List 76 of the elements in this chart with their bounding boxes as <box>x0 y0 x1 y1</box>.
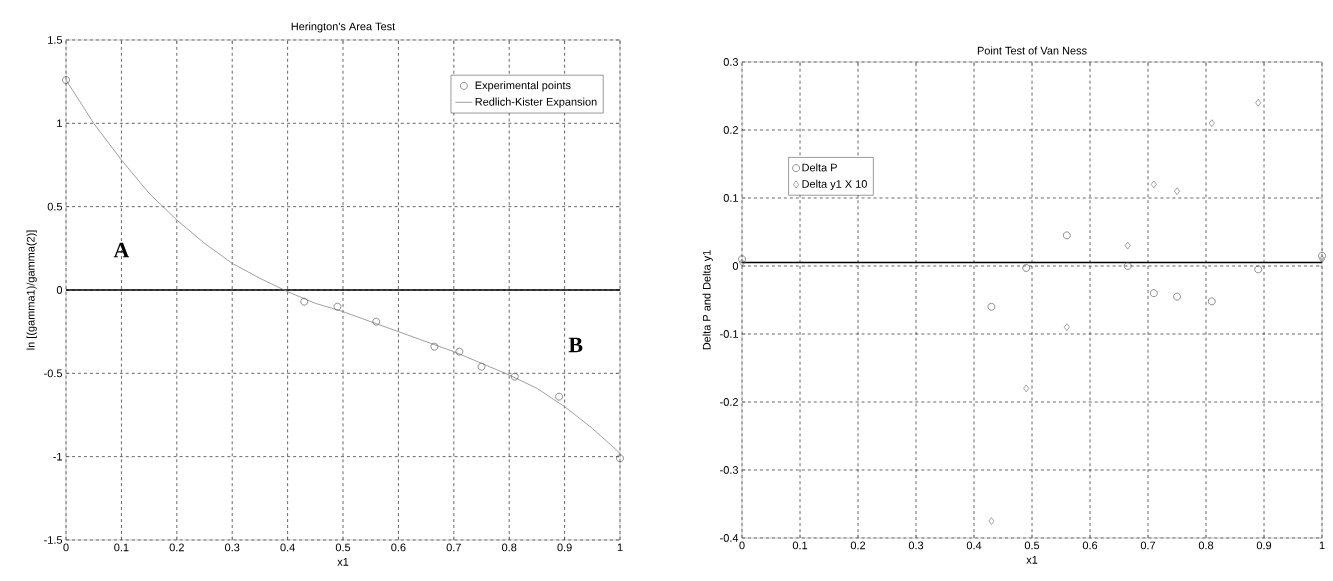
point <box>1023 384 1030 393</box>
point <box>430 342 439 351</box>
legend-label: Experimental points <box>475 81 571 92</box>
chart-title: Herington's Area Test <box>291 22 396 33</box>
x-tick-label: 0.6 <box>1082 541 1098 550</box>
annotation: B <box>568 337 583 353</box>
point <box>1173 292 1181 301</box>
y-tick-label: 0.2 <box>723 126 738 134</box>
y-tick-label: 0.5 <box>47 202 63 211</box>
legend-label: Delta y1 X 10 <box>802 179 867 191</box>
x-tick-label: 0.2 <box>850 541 866 550</box>
x-tick-label: 0 <box>63 543 69 552</box>
y-tick-label: -0.4 <box>720 534 739 542</box>
y-tick-label: -1 <box>53 452 62 461</box>
x-tick-label: 0.9 <box>1256 541 1272 550</box>
x-tick-label: 0.4 <box>280 543 295 552</box>
point <box>1063 323 1070 331</box>
y-tick-label: 1 <box>57 119 62 128</box>
x-tick-label: 0.8 <box>502 543 517 552</box>
point <box>1124 241 1131 250</box>
x-tick-label: 0.4 <box>966 541 982 550</box>
x-tick-label: 0.2 <box>169 543 184 552</box>
x-tick-label: 0.7 <box>446 543 461 552</box>
x-tick-label: 0 <box>739 541 745 550</box>
y-axis-title: Delta P and Delta y1 <box>702 250 713 350</box>
point <box>1022 264 1031 272</box>
point <box>1255 99 1262 107</box>
point <box>1208 297 1216 306</box>
y-tick-label: -0.1 <box>720 330 738 338</box>
x-tick-label: 0.5 <box>335 543 351 552</box>
point <box>1150 180 1157 189</box>
point <box>372 317 381 326</box>
point <box>1063 231 1071 240</box>
y-tick-label: 0 <box>732 262 739 270</box>
y-tick-label: -0.3 <box>720 466 739 474</box>
legend-label: Redlich-Kister Expansion <box>475 97 597 108</box>
legend-label: Delta P <box>802 163 837 172</box>
chart-title: Point Test of Van Ness <box>977 46 1087 55</box>
x-tick-label: 0.6 <box>391 543 406 552</box>
y-tick-label: 0.1 <box>723 194 738 202</box>
y-tick-label: 0 <box>56 286 63 294</box>
point <box>1150 289 1158 297</box>
x-tick-label: 0.3 <box>225 543 240 552</box>
x-tick-label: 0.1 <box>792 541 808 550</box>
y-tick-label: 1.5 <box>48 36 63 44</box>
y-tick-label: -0.5 <box>44 369 63 378</box>
y-axis-title: ln [(gamma1)/gamma(2)] <box>26 230 37 350</box>
x-tick-label: 0.8 <box>1198 541 1214 550</box>
y-tick-label: -0.2 <box>720 398 738 406</box>
point <box>510 372 519 381</box>
x-tick-label: 0.1 <box>114 543 129 552</box>
x-tick-label: 0.7 <box>1140 541 1156 550</box>
x-tick-label: 0.5 <box>1024 541 1040 550</box>
point <box>1123 262 1132 270</box>
x-axis-title: x1 <box>337 558 349 566</box>
point <box>988 517 995 525</box>
x-tick-label: 0.3 <box>908 541 924 550</box>
point <box>477 362 486 371</box>
x-tick-label: 0.9 <box>557 543 572 552</box>
point <box>1208 119 1215 127</box>
point <box>987 303 996 311</box>
point <box>1174 187 1180 195</box>
x-tick-label: 1 <box>1319 541 1325 550</box>
point <box>455 347 464 356</box>
point <box>738 255 746 263</box>
x-tick-label: 1 <box>617 543 623 552</box>
y-tick-label: 0.3 <box>723 58 739 66</box>
point <box>333 302 342 311</box>
y-tick-label: -1.5 <box>44 536 63 544</box>
point <box>300 297 309 306</box>
annotation: A <box>113 242 130 258</box>
point <box>555 392 563 401</box>
point <box>1254 265 1263 274</box>
point <box>616 454 624 463</box>
point <box>62 76 70 84</box>
x-axis-title: x1 <box>1026 556 1038 564</box>
